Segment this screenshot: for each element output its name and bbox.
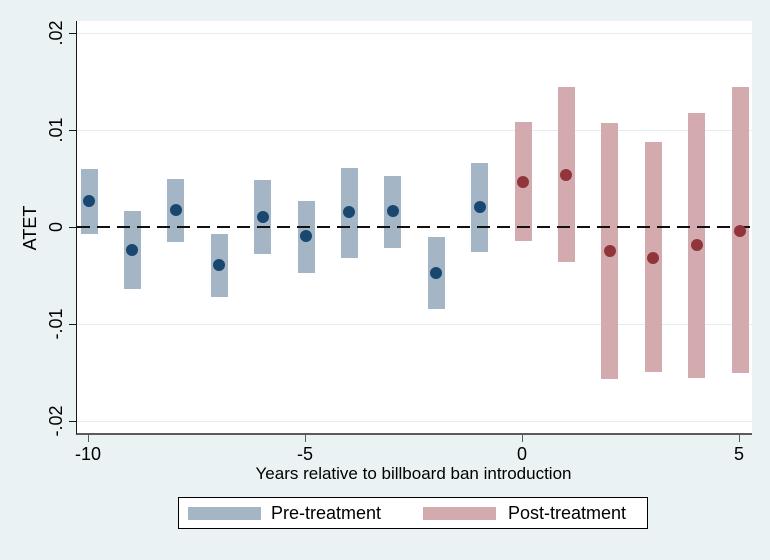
- x-tick-label: 5: [733, 444, 744, 464]
- x-tick-label: 0: [516, 444, 527, 464]
- post-treatment-point-estimate: [647, 252, 660, 265]
- legend: Pre-treatment Post-treatment: [178, 497, 648, 529]
- post-treatment-point-estimate: [517, 176, 529, 189]
- post-treatment-point-estimate: [603, 245, 616, 258]
- legend-label-pre-treatment: Pre-treatment: [271, 503, 382, 523]
- y-tick-label: .02: [46, 20, 66, 46]
- y-axis-title: ATET: [20, 205, 40, 251]
- post-treatment-point-estimate: [734, 224, 746, 237]
- pre-treatment-point-estimate: [343, 206, 356, 219]
- pre-treatment-point-estimate: [300, 229, 312, 242]
- pre-treatment-point-estimate: [473, 200, 486, 213]
- x-tick-mark: [739, 435, 740, 442]
- y-tick-label: 0: [46, 222, 66, 233]
- post-treatment-swatch: [423, 507, 496, 520]
- y-gridline: [77, 323, 752, 325]
- x-tick-label: -10: [74, 444, 101, 464]
- post-treatment-point-estimate: [560, 168, 573, 181]
- y-tick-label: .01: [46, 117, 66, 143]
- x-tick-mark: [305, 435, 306, 442]
- y-tick-mark: [69, 33, 76, 34]
- y-tick-mark: [69, 324, 76, 325]
- y-gridline: [77, 32, 752, 34]
- x-tick-mark: [522, 435, 523, 442]
- pre-treatment-point-estimate: [83, 194, 95, 207]
- post-treatment-point-estimate: [690, 239, 703, 252]
- pre-treatment-point-estimate: [256, 211, 269, 224]
- zero-reference-line: [77, 226, 752, 228]
- y-tick-mark: [69, 227, 76, 228]
- pre-treatment-swatch: [188, 507, 261, 520]
- pre-treatment-point-estimate: [430, 266, 443, 279]
- pre-treatment-point-estimate: [213, 258, 226, 271]
- plot-area: [76, 21, 752, 435]
- pre-treatment-point-estimate: [169, 203, 182, 216]
- pre-treatment-point-estimate: [126, 244, 139, 257]
- legend-label-post-treatment: Post-treatment: [508, 503, 627, 523]
- y-tick-label: -.01: [46, 308, 66, 340]
- x-tick-label: -5: [296, 444, 313, 464]
- y-tick-label: -.02: [46, 405, 66, 437]
- x-axis-title: Years relative to billboard ban introduc…: [255, 464, 572, 483]
- y-tick-mark: [69, 130, 76, 131]
- pre-treatment-point-estimate: [386, 205, 399, 218]
- y-gridline: [77, 420, 752, 422]
- y-tick-mark: [69, 421, 76, 422]
- y-gridline: [77, 129, 752, 131]
- x-tick-mark: [88, 435, 89, 442]
